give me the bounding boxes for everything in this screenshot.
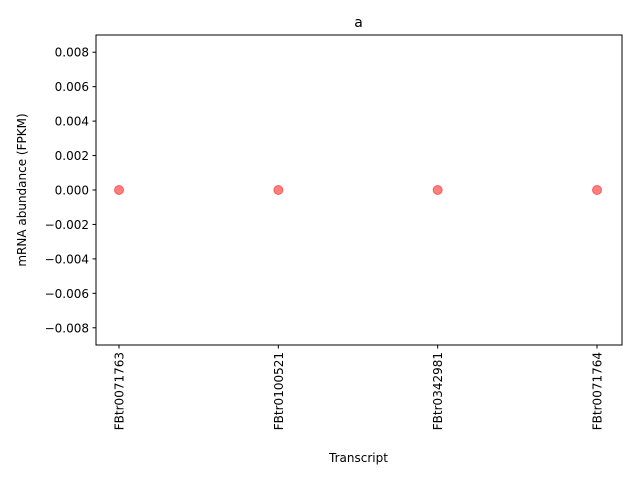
data-point: [432, 185, 443, 195]
x-tick-label: FBtr0071764: [591, 352, 605, 430]
y-tick-label: 0.002: [55, 149, 89, 163]
y-tick-label: −0.008: [45, 321, 89, 335]
y-tick-label: −0.006: [45, 287, 89, 301]
y-tick-label: 0.006: [55, 80, 89, 94]
y-axis-label: mRNA abundance (FPKM): [15, 113, 29, 266]
x-axis: FBtr0071763 FBtr0100521 FBtr0342981 FBtr007…: [113, 345, 605, 430]
y-axis: −0.008 −0.006 −0.004 −0.002 0.000 0.002 0.004 0…: [45, 46, 96, 335]
data-point: [592, 185, 602, 195]
x-tick-label: FBtr0342981: [431, 352, 445, 430]
x-axis-label: Transcript: [328, 451, 388, 465]
y-tick-label: 0.000: [55, 184, 89, 198]
data-points: [114, 185, 602, 195]
y-tick-label: −0.004: [45, 252, 89, 266]
y-tick-label: 0.004: [55, 115, 89, 129]
plot-area: [95, 34, 623, 346]
data-point: [273, 185, 284, 195]
x-tick-label: FBtr0071763: [113, 352, 127, 430]
y-tick-label: −0.002: [45, 218, 89, 232]
data-point: [114, 185, 124, 195]
chart-title: a: [354, 15, 363, 31]
x-tick-label: FBtr0100521: [272, 352, 286, 430]
y-tick-label: 0.008: [55, 46, 89, 60]
